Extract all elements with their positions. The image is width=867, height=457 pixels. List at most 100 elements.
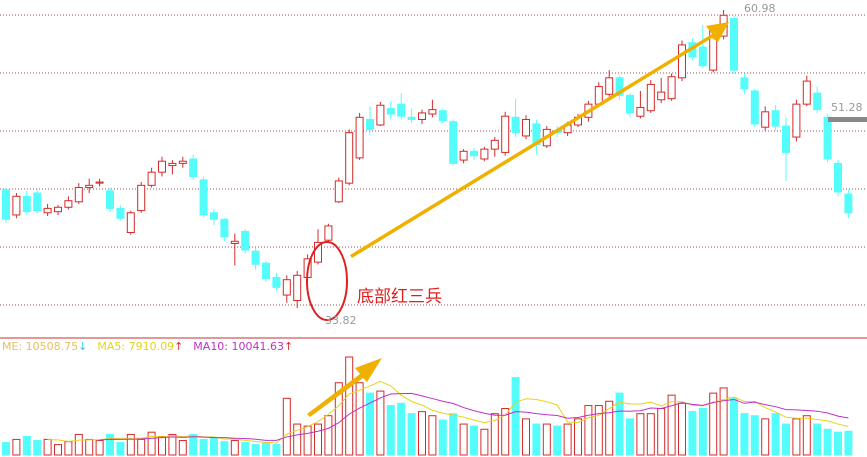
candle-body [12, 195, 21, 216]
volume-bar [272, 444, 281, 456]
volume-bar [210, 438, 218, 456]
volume-bar [730, 397, 738, 456]
high-label: 60.98 [744, 2, 776, 15]
candle-body [85, 184, 94, 189]
legend-text: MA5: 7910.09 [97, 340, 174, 353]
candle-body [355, 116, 364, 159]
volume-bar [366, 392, 374, 456]
last-price-marker [828, 117, 867, 122]
volume-bar [158, 435, 166, 456]
candle-body [428, 109, 437, 115]
volume-bar [646, 413, 655, 456]
candle-body [823, 116, 832, 160]
volume-bar [74, 433, 83, 456]
candle-body [480, 148, 489, 160]
volume-bar [740, 413, 749, 456]
volume-bar [230, 440, 239, 456]
candle-body [137, 184, 146, 212]
candle-body [2, 189, 10, 220]
candle-body [782, 125, 790, 153]
volume-bar [334, 382, 343, 456]
volume-bar [542, 423, 551, 456]
volume-bar [657, 407, 666, 456]
candle-body [386, 108, 395, 115]
candle-body [511, 116, 520, 134]
candle-body [698, 46, 707, 67]
volume-bars [2, 356, 853, 456]
candle-body [605, 77, 614, 95]
low-label: 33.82 [325, 314, 357, 327]
candle-body [761, 111, 770, 128]
volume-bar [126, 433, 135, 456]
volume-bar [584, 405, 593, 456]
candle-body [147, 171, 156, 186]
volume-bar [345, 356, 354, 456]
candle-body [189, 158, 198, 178]
candle-body [407, 116, 416, 121]
candle-body [459, 150, 468, 161]
candle-body [449, 121, 458, 164]
volume-bar [802, 415, 811, 456]
legend-arrow: ↑ [284, 340, 293, 353]
candle-body [834, 162, 842, 193]
volume-bar [459, 423, 468, 456]
candle-body [210, 212, 218, 220]
volume-bar [834, 431, 842, 456]
candle-body [366, 119, 374, 130]
candle-body [792, 103, 801, 138]
volume-bar [563, 423, 572, 456]
volume-bar [178, 440, 187, 456]
volume-bar [376, 390, 385, 456]
volume-bar [782, 423, 790, 456]
volume-bar [314, 423, 322, 456]
candle-body [636, 106, 645, 117]
ma5-line [47, 380, 849, 444]
candle-body [802, 80, 811, 105]
last-label: 51.28 [831, 101, 863, 114]
volume-bar [293, 423, 302, 456]
candle-body [272, 276, 281, 288]
ma10-line [99, 392, 849, 441]
candles [2, 10, 853, 308]
volume-bar [813, 423, 822, 456]
candle-body [324, 225, 333, 241]
volume-bar [262, 442, 270, 456]
volume-bar [532, 423, 541, 456]
volume-bar [147, 431, 156, 456]
candle-body [282, 279, 291, 296]
candle-body [241, 230, 250, 251]
candle-body [230, 240, 239, 244]
annotation: 底部红三兵 [357, 287, 442, 307]
volume-bar [438, 419, 447, 456]
candle-body [43, 207, 52, 214]
legend-text: MA10: 10041.63 [193, 340, 284, 353]
volume-bar [626, 418, 634, 456]
volume-bar [137, 438, 146, 456]
volume-bar [605, 400, 614, 456]
volume-bar [43, 438, 52, 456]
highlight-ellipse [306, 241, 348, 321]
candle-body [251, 250, 260, 265]
volume-bar [303, 425, 312, 456]
volume-bar [709, 392, 718, 456]
candle-body [522, 119, 530, 137]
candle-body [126, 212, 135, 234]
candle-body [345, 132, 354, 184]
volume-bar [678, 402, 686, 456]
volume-bar [95, 440, 104, 456]
volume-bar [490, 413, 499, 456]
volume-bar [844, 430, 853, 456]
candle-body [771, 110, 780, 127]
volume-bar [698, 407, 707, 456]
volume-bar [64, 441, 73, 456]
volume-bar [823, 428, 832, 456]
volume-bar [594, 405, 603, 456]
volume-bar [636, 413, 645, 456]
candle-body [615, 77, 624, 96]
volume-bar [511, 377, 520, 456]
candle-body [667, 76, 676, 100]
volume-bar [688, 411, 697, 456]
candle-body [813, 92, 822, 111]
candle-body [158, 160, 166, 173]
